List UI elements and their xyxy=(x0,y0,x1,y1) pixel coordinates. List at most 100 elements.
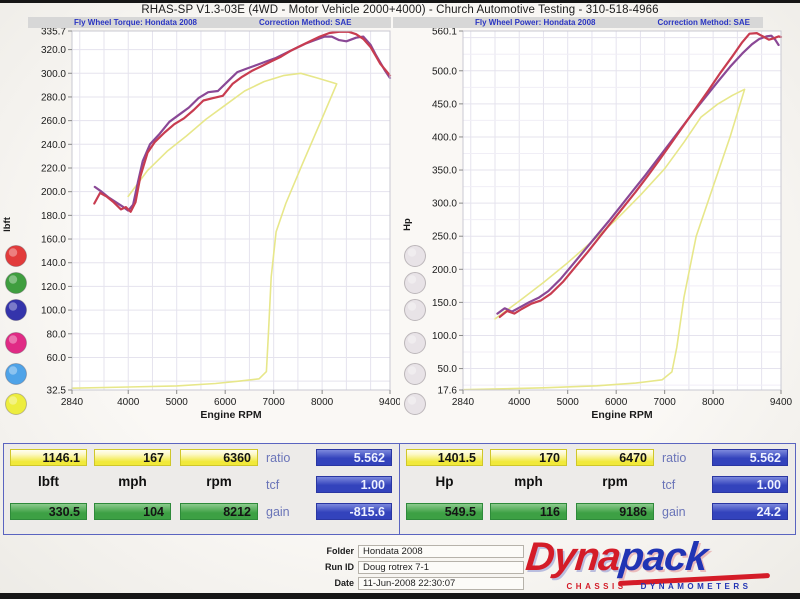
y-tick-label: 400.0 xyxy=(432,132,457,143)
y-tick-label: 150.0 xyxy=(432,298,457,309)
logo-pack: pack xyxy=(617,535,710,579)
legend-dot-gloss xyxy=(407,302,417,311)
x-tick-label: 5000 xyxy=(166,397,189,408)
power-unit-label: Hp xyxy=(435,474,454,489)
y-tick-label: 200.0 xyxy=(432,265,457,276)
power-peak-value: 549.5 xyxy=(406,503,483,520)
x-tick-label: 2840 xyxy=(61,397,84,408)
rpm-unit-label: rpm xyxy=(602,474,628,489)
x-tick-label: 6000 xyxy=(605,397,628,408)
rpm-unit-label: rpm xyxy=(206,474,232,489)
x-axis-title: Engine RPM xyxy=(591,409,653,421)
legend-dot-gloss xyxy=(407,275,417,284)
mph-unit-label: mph xyxy=(118,474,147,489)
y-axis-title: Hp xyxy=(402,218,413,231)
legend-dot-gloss xyxy=(8,366,18,375)
x-tick-label: 6000 xyxy=(214,397,237,408)
tcf-value: 1.00 xyxy=(712,476,788,493)
legend-dot-gloss xyxy=(8,335,18,344)
gain-value: -815.6 xyxy=(316,503,392,520)
y-axis-title: lbft xyxy=(2,216,13,232)
legend-dot-1-icon[interactable] xyxy=(5,245,27,267)
legend-dot-gloss xyxy=(8,275,18,284)
torque-cursor-mph: 167 xyxy=(94,449,171,466)
y-tick-label: 300.0 xyxy=(41,69,66,80)
power-run-1 xyxy=(498,31,783,318)
legend-dot-4-icon[interactable] xyxy=(404,332,426,354)
power-peak-mph: 116 xyxy=(490,503,567,520)
torque-unit-label: lbft xyxy=(38,474,59,489)
mph-unit-label: mph xyxy=(514,474,543,489)
y-tick-label: 220.0 xyxy=(41,163,66,174)
legend-dot-3-icon[interactable] xyxy=(5,299,27,321)
y-tick-label: 450.0 xyxy=(432,99,457,110)
legend-dot-5-icon[interactable] xyxy=(404,363,426,385)
y-tick-label: 300.0 xyxy=(432,199,457,210)
logo-sub-chassis: CHASSIS xyxy=(566,582,627,591)
date-field[interactable]: 11-Jun-2008 22:30:07 xyxy=(358,577,524,590)
legend-dot-2-icon[interactable] xyxy=(5,272,27,294)
y-tick-label: 350.0 xyxy=(432,166,457,177)
torque-run-2 xyxy=(93,35,392,212)
tcf-label: tcf xyxy=(662,478,676,492)
y-tick-label: 100.0 xyxy=(41,306,66,317)
y-tick-label: 60.0 xyxy=(47,353,67,364)
date-label: Date xyxy=(334,578,354,588)
run-id-field[interactable]: Doug rotrex 7-1 xyxy=(358,561,524,574)
power-results-panel: 1401.5 170 6470 Hp mph rpm 549.5 116 918… xyxy=(399,444,795,534)
y-tick-label: 280.0 xyxy=(41,92,66,103)
y-tick-label: 250.0 xyxy=(432,232,457,243)
gain-value: 24.2 xyxy=(712,503,788,520)
torque-peak-rpm: 8212 xyxy=(180,503,258,520)
y-tick-label: 32.5 xyxy=(47,386,67,397)
legend-dot-gloss xyxy=(8,302,18,311)
bottom-edge-bar xyxy=(0,593,800,599)
aux-channel-torque-yellow xyxy=(71,72,338,390)
torque-cursor-value: 1146.1 xyxy=(10,449,87,466)
legend-dot-gloss xyxy=(407,248,417,257)
legend-dot-1-icon[interactable] xyxy=(404,245,426,267)
x-tick-label: 2840 xyxy=(452,397,475,408)
power-header-title: Fly Wheel Power: Hondata 2008 xyxy=(475,18,596,27)
torque-chart: 335.7 320.0 300.0 280.0 260.0 240.0 220.0 200.0… xyxy=(2,28,400,421)
power-peak-rpm: 9186 xyxy=(576,503,654,520)
legend-dot-gloss xyxy=(407,396,417,405)
legend-dot-gloss xyxy=(407,335,417,344)
legend-dot-6-icon[interactable] xyxy=(5,393,27,415)
ratio-value: 5.562 xyxy=(712,449,788,466)
torque-run-1 xyxy=(93,30,392,213)
y-tick-label: 50.0 xyxy=(438,364,458,375)
torque-header-method: Correction Method: SAE xyxy=(258,18,352,27)
torque-cursor-rpm: 6360 xyxy=(180,449,258,466)
legend-dot-gloss xyxy=(8,396,18,405)
x-tick-label: 9400 xyxy=(770,397,793,408)
legend-dot-4-icon[interactable] xyxy=(5,332,27,354)
folder-label: Folder xyxy=(326,546,354,556)
power-cursor-value: 1401.5 xyxy=(406,449,483,466)
y-tick-label: 180.0 xyxy=(41,211,66,222)
torque-header-title: Fly Wheel Torque: Hondata 2008 xyxy=(74,18,197,27)
folder-field[interactable]: Hondata 2008 xyxy=(358,545,524,558)
power-header-bar: Fly Wheel Power: Hondata 2008 Correction… xyxy=(393,17,763,28)
legend-dot-5-icon[interactable] xyxy=(5,363,27,385)
power-cursor-rpm: 6470 xyxy=(576,449,654,466)
legend-dot-gloss xyxy=(8,248,18,257)
x-tick-label: 7000 xyxy=(263,397,286,408)
logo-sub-dynamometers: DYNAMOMETERS xyxy=(640,582,752,591)
x-tick-label: 5000 xyxy=(557,397,580,408)
y-tick-label: 140.0 xyxy=(41,258,66,269)
power-run-2 xyxy=(496,34,780,315)
legend-dot-6-icon[interactable] xyxy=(404,393,426,415)
ratio-value: 5.562 xyxy=(316,449,392,466)
power-cursor-mph: 170 xyxy=(490,449,567,466)
legend-dot-3-icon[interactable] xyxy=(404,299,426,321)
legend-dot-2-icon[interactable] xyxy=(404,272,426,294)
ratio-label: ratio xyxy=(266,451,291,465)
y-tick-label: 80.0 xyxy=(47,329,67,340)
y-tick-label: 160.0 xyxy=(41,235,66,246)
y-tick-label: 500.0 xyxy=(432,66,457,77)
logo-wordmark: Dynapack xyxy=(524,535,799,580)
top-edge-bar xyxy=(0,0,800,3)
logo-dyna: Dyna xyxy=(523,535,623,579)
gain-label: gain xyxy=(662,505,686,519)
